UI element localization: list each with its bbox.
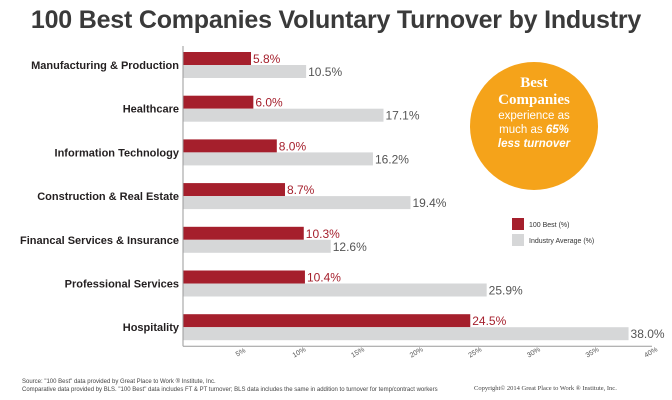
legend-label-industry: Industry Average (%) [529, 238, 594, 245]
best-bar-professional-services [183, 270, 305, 284]
best-bar-manufacturing-production [183, 52, 252, 65]
x-tick-label-30: 30% [526, 346, 542, 359]
category-label-construction-real-estate: Construction & Real Estate [37, 191, 179, 203]
industry-value-label-construction-real-estate: 19.4% [412, 196, 446, 210]
best-value-label-financal-services-insurance: 10.3% [306, 227, 340, 241]
comparative-note: Comparative data provided by BLS. "100 B… [22, 387, 438, 393]
best-value-label-professional-services: 10.4% [307, 271, 341, 285]
bar-group: Manufacturing & Production 5.8% 10.5% Healt… [20, 52, 665, 341]
industry-bar-healthcare [183, 108, 384, 122]
industry-bar-financal-services-insurance [183, 239, 331, 253]
chart-title: 100 Best Companies Voluntary Turnover by… [30, 6, 642, 34]
callout-line-4-prefix: much as [499, 124, 546, 136]
callout-emphasis: 65% [545, 124, 569, 136]
best-value-label-healthcare: 6.0% [255, 96, 283, 110]
legend: 100 Best (%) Industry Average (%) [512, 218, 594, 246]
x-axis-ticks: 5% 10% 15% 20% 25% 30% 35% 40% [235, 346, 659, 359]
industry-value-label-financal-services-insurance: 12.6% [333, 240, 367, 254]
industry-value-label-professional-services: 25.9% [489, 284, 523, 298]
legend-swatch-best [512, 218, 524, 230]
x-tick-label-15: 15% [350, 346, 366, 359]
callout-line-3: experience as [498, 110, 570, 122]
industry-bar-professional-services [183, 283, 487, 297]
x-tick-label-25: 25% [468, 346, 484, 359]
industry-bar-manufacturing-production [183, 65, 307, 78]
copyright-notice: Copyright© 2014 Great Place to Work ® In… [474, 385, 617, 392]
x-tick-label-35: 35% [585, 346, 601, 359]
callout-line-4: much as 65% [470, 123, 598, 137]
best-value-label-manufacturing-production: 5.8% [253, 52, 281, 66]
source-note: Source: "100 Best" data provided by Grea… [22, 379, 216, 385]
best-bar-healthcare [183, 95, 254, 109]
category-label-professional-services: Professional Services [65, 279, 179, 291]
best-bar-information-technology [183, 139, 277, 153]
legend-label-best: 100 Best (%) [529, 222, 569, 229]
industry-value-label-information-technology: 16.2% [375, 152, 409, 166]
best-bar-hospitality [183, 314, 471, 328]
best-value-label-construction-real-estate: 8.7% [287, 183, 315, 197]
best-companies-callout: Best Companies experience as much as 65%… [470, 62, 598, 190]
best-value-label-information-technology: 8.0% [279, 139, 307, 153]
best-bar-construction-real-estate [183, 183, 286, 197]
legend-swatch-industry [512, 234, 524, 246]
category-label-financal-services-insurance: Financal Services & Insurance [20, 235, 179, 247]
callout-line-1: Best [520, 75, 548, 91]
industry-bar-hospitality [183, 327, 629, 341]
category-label-manufacturing-production: Manufacturing & Production [31, 60, 179, 72]
category-label-information-technology: Information Technology [55, 147, 180, 159]
callout-line-5: less turnover [497, 138, 571, 150]
category-label-healthcare: Healthcare [123, 104, 179, 116]
best-bar-financal-services-insurance [183, 226, 304, 240]
industry-value-label-hospitality: 38.0% [631, 327, 665, 341]
industry-bar-construction-real-estate [183, 196, 411, 210]
x-tick-label-20: 20% [409, 346, 425, 359]
industry-value-label-manufacturing-production: 10.5% [308, 65, 342, 79]
industry-bar-information-technology [183, 152, 373, 166]
callout-line-2: Companies [498, 92, 570, 108]
x-tick-label-5: 5% [235, 347, 247, 358]
category-label-hospitality: Hospitality [123, 322, 180, 334]
x-tick-label-10: 10% [292, 346, 308, 359]
industry-value-label-healthcare: 17.1% [385, 109, 419, 123]
best-value-label-hospitality: 24.5% [472, 314, 506, 328]
x-tick-label-40: 40% [643, 346, 659, 359]
